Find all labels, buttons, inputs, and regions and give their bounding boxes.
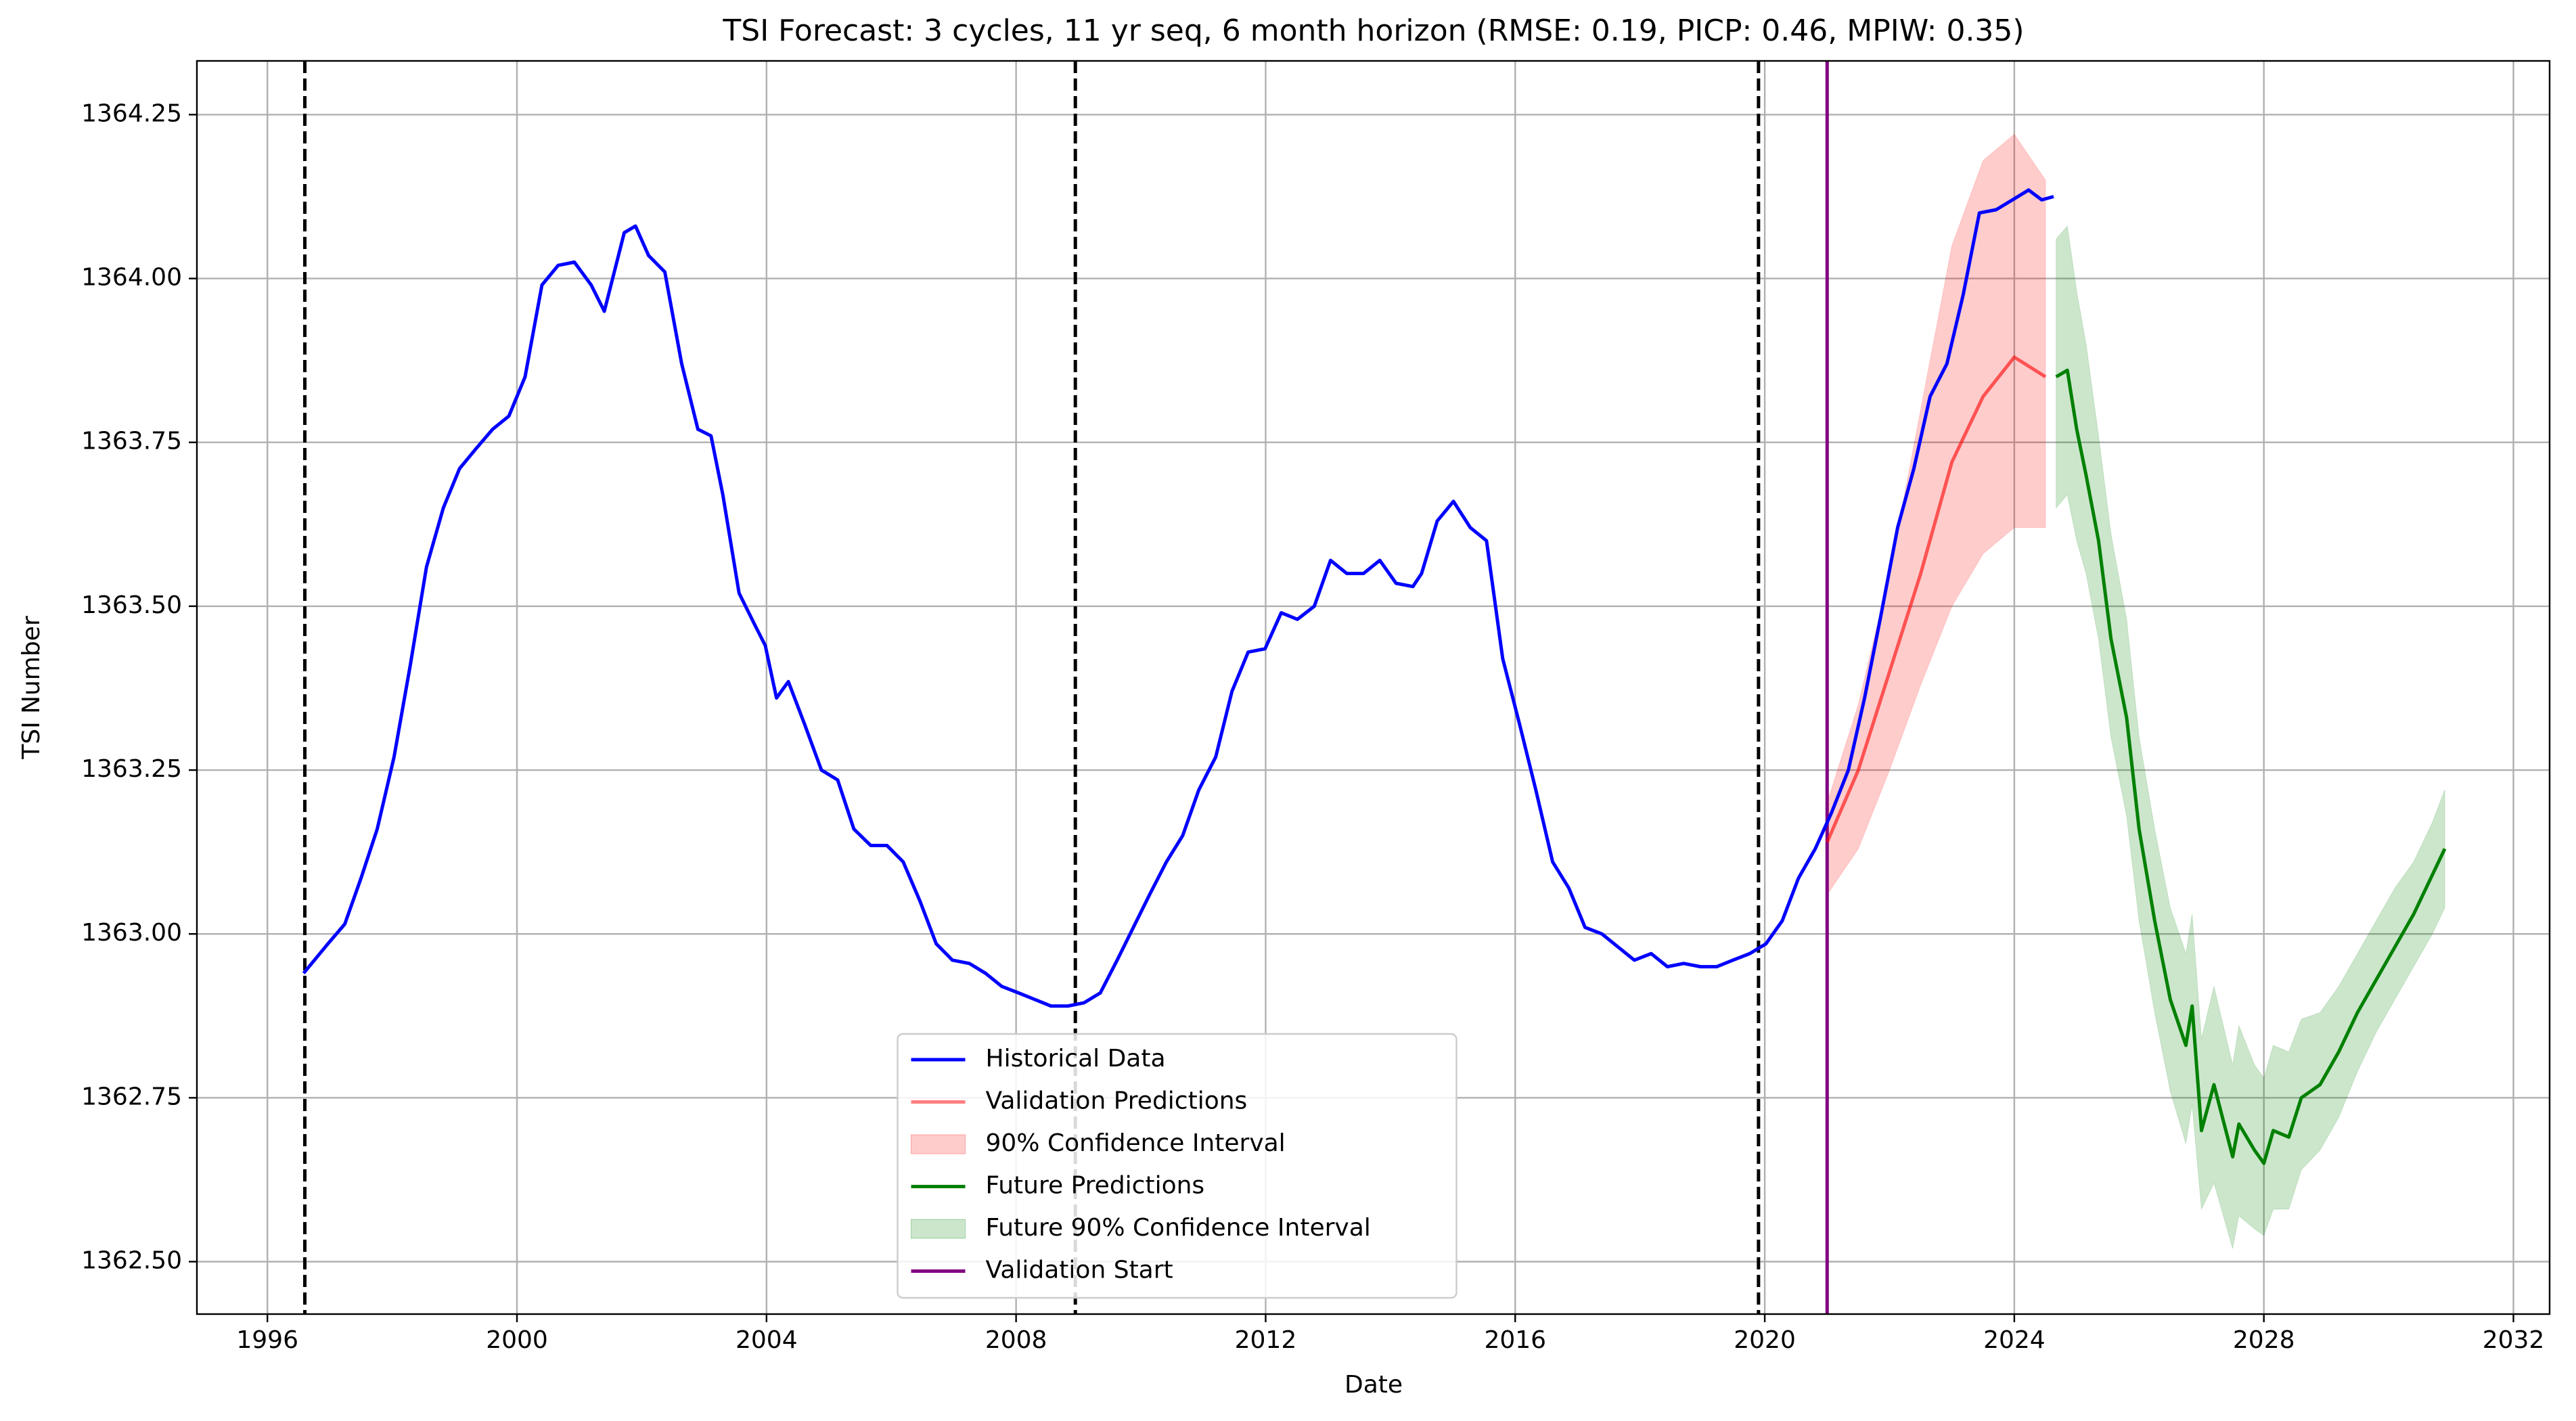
legend-label: Historical Data xyxy=(986,1045,1166,1073)
x-tick-label: 2012 xyxy=(1235,1326,1297,1354)
chart-title: TSI Forecast: 3 cycles, 11 yr seq, 6 mon… xyxy=(722,14,2024,48)
legend: Historical Data Validation Predictions 90%… xyxy=(897,1033,1458,1299)
plot-frame xyxy=(196,60,2551,1315)
legend-label: 90% Confidence Interval xyxy=(986,1129,1286,1157)
x-axis-label: Date xyxy=(1345,1371,1403,1399)
plot-area xyxy=(302,61,2447,1314)
x-tick-label: 2020 xyxy=(1734,1326,1796,1354)
y-tick-label: 1362.75 xyxy=(81,1083,182,1110)
legend-patch xyxy=(911,1219,966,1239)
legend-label: Validation Predictions xyxy=(986,1087,1248,1115)
y-tick-label: 1364.25 xyxy=(81,99,182,127)
x-tick-label: 2016 xyxy=(1484,1326,1546,1354)
x-tick-label: 2000 xyxy=(486,1326,548,1354)
legend-patch xyxy=(911,1134,966,1154)
y-tick-label: 1363.50 xyxy=(81,591,182,619)
x-tick-label: 2032 xyxy=(2483,1326,2545,1354)
y-tick-label: 1363.25 xyxy=(81,755,182,783)
x-tick-label: 2024 xyxy=(1983,1326,2046,1354)
x-tick-label: 2028 xyxy=(2233,1326,2295,1354)
legend-label: Validation Start xyxy=(986,1257,1173,1284)
x-tick-label: 2004 xyxy=(736,1326,798,1354)
series-line xyxy=(2055,368,2447,1165)
legend-label: Future 90% Confidence Interval xyxy=(986,1214,1371,1242)
y-tick-label: 1363.00 xyxy=(81,919,182,947)
legend-label: Future Predictions xyxy=(986,1172,1205,1200)
y-tick-label: 1362.50 xyxy=(81,1247,182,1275)
series-line xyxy=(302,188,2054,1008)
x-tick-label: 2008 xyxy=(985,1326,1047,1354)
y-tick-label: 1364.00 xyxy=(81,264,182,292)
legend-box xyxy=(897,1033,1458,1299)
series-line xyxy=(1825,355,2047,843)
x-tick-label: 1996 xyxy=(236,1326,298,1354)
y-axis-label: TSI Number xyxy=(18,616,45,760)
confidence-band xyxy=(2056,225,2445,1249)
y-tick-label: 1363.75 xyxy=(81,428,182,455)
